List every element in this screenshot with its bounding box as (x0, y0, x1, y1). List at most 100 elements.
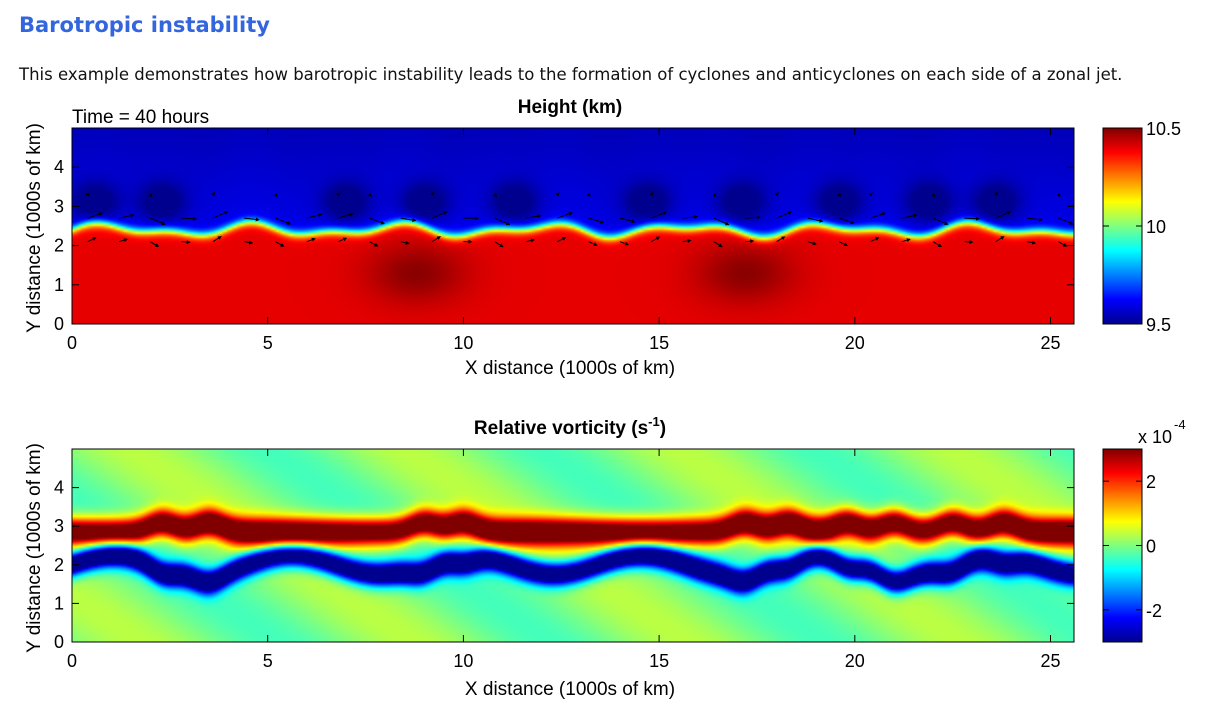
velocity-arrow (150, 241, 160, 248)
velocity-arrow (870, 237, 880, 243)
velocity-arrow (1056, 192, 1061, 198)
colorbar-tick-label: 9.5 (1146, 315, 1171, 335)
velocity-arrow (868, 192, 873, 197)
height-x-axis-label: X distance (1000s of km) (465, 358, 675, 379)
velocity-arrow (776, 236, 786, 243)
velocity-arrow (619, 217, 636, 224)
velocity-arrow (148, 192, 153, 198)
velocity-arrow (338, 212, 354, 219)
vorticity-title-exponent: -1 (648, 414, 660, 429)
velocity-arrow (995, 211, 1012, 219)
velocity-arrow (745, 215, 761, 220)
vorticity-heatmap (72, 449, 1074, 642)
velocity-arrow (1026, 240, 1037, 245)
velocity-arrow (964, 240, 974, 245)
vorticity-multiplier-exponent: -4 (1174, 417, 1186, 432)
vorticity-colorbar-multiplier: x 10-4 (1138, 417, 1186, 447)
velocity-arrow (682, 238, 692, 243)
y-tick-label: 2 (54, 555, 64, 575)
velocity-arrow (588, 217, 605, 224)
vorticity-y-axis: 0 1 2 3 4 (54, 478, 1074, 652)
velocity-arrow (273, 192, 278, 198)
height-y-axis-label: Y distance (1000s of km) (24, 123, 45, 333)
x-tick-label: 5 (263, 651, 273, 671)
page-intro: This example demonstrates how barotropic… (19, 65, 1123, 84)
vorticity-chart: Relative vorticity (s-1) 0 5 10 15 20 25 0123… (24, 414, 1186, 700)
velocity-arrow (837, 192, 842, 197)
y-tick-label: 1 (54, 275, 64, 295)
velocity-arrow (619, 241, 629, 246)
height-chart-title: Height (km) (518, 97, 623, 118)
velocity-arrow (586, 192, 592, 197)
x-tick-label: 25 (1041, 651, 1061, 671)
colorbar-tick-label: 2 (1146, 472, 1156, 492)
velocity-vectors (85, 191, 1074, 248)
velocity-arrow (682, 214, 699, 219)
velocity-arrow (369, 241, 379, 247)
y-tick-label: 0 (54, 632, 64, 652)
velocity-arrow (85, 192, 90, 197)
velocity-arrow (838, 217, 855, 225)
velocity-arrow (87, 237, 97, 243)
velocity-arrow (807, 217, 824, 223)
vorticity-multiplier-base: x 10 (1138, 427, 1172, 447)
velocity-arrow (964, 216, 980, 221)
height-heatmap (72, 128, 1074, 324)
x-tick-label: 15 (649, 651, 669, 671)
velocity-arrow (651, 236, 661, 243)
velocity-arrow (995, 236, 1005, 243)
velocity-arrow (557, 211, 573, 219)
velocity-arrow (492, 192, 497, 198)
vorticity-y-axis-label: Y distance (1000s of km) (24, 443, 45, 653)
vorticity-title-suffix: ) (660, 418, 666, 439)
velocity-arrow (713, 241, 723, 248)
velocity-arrow (244, 217, 260, 222)
velocity-arrow (1058, 241, 1068, 247)
velocity-arrow (649, 192, 654, 197)
x-tick-label: 25 (1041, 333, 1061, 353)
velocity-arrow (367, 192, 372, 198)
velocity-arrow (212, 236, 222, 243)
x-tick-label: 5 (263, 333, 273, 353)
vorticity-colorbar (1102, 448, 1143, 643)
velocity-arrow (807, 241, 817, 246)
colorbar-tick-label: 0 (1146, 537, 1156, 557)
velocity-arrow (588, 241, 598, 246)
velocity-arrow (1026, 217, 1043, 222)
velocity-arrow (430, 191, 435, 197)
colorbar-tick-label: -2 (1146, 601, 1162, 621)
velocity-arrow (774, 192, 779, 197)
x-tick-label: 10 (453, 651, 473, 671)
velocity-arrow (525, 238, 536, 243)
velocity-arrow (211, 191, 216, 197)
velocity-arrow (932, 241, 942, 248)
velocity-arrow (494, 217, 511, 226)
height-x-axis: 0 5 10 15 20 25 (67, 128, 1061, 353)
velocity-arrow (369, 217, 385, 225)
vorticity-x-axis-label: X distance (1000s of km) (465, 679, 675, 700)
velocity-arrow (494, 241, 504, 248)
velocity-arrow (932, 217, 949, 226)
x-tick-label: 20 (845, 333, 865, 353)
velocity-arrow (337, 237, 348, 243)
velocity-arrow (306, 237, 316, 243)
y-tick-label: 1 (54, 593, 64, 613)
velocity-arrow (555, 192, 560, 197)
height-colorbar-ticks: 9.5 10 10.5 (1103, 119, 1181, 335)
velocity-arrow (557, 236, 567, 243)
x-tick-label: 20 (845, 651, 865, 671)
vorticity-plot-frame (71, 448, 1075, 643)
velocity-arrow (244, 240, 254, 245)
y-tick-label: 4 (54, 157, 64, 177)
velocity-arrow (181, 240, 191, 245)
height-plot-frame (71, 127, 1075, 325)
velocity-arrow (525, 214, 542, 219)
velocity-arrow (400, 240, 410, 245)
velocity-arrow (712, 192, 717, 198)
velocity-arrow (150, 217, 166, 225)
y-tick-label: 4 (54, 478, 64, 498)
velocity-arrow (901, 213, 918, 219)
velocity-arrow (431, 236, 441, 243)
page-heading: Barotropic instability (19, 13, 270, 37)
